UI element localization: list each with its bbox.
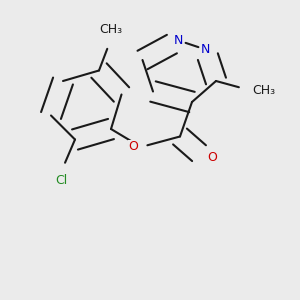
Text: CH₃: CH₃ xyxy=(252,83,275,97)
Text: Cl: Cl xyxy=(56,174,68,187)
Text: O: O xyxy=(128,140,138,154)
Text: N: N xyxy=(201,43,210,56)
Text: N: N xyxy=(174,34,183,47)
Text: O: O xyxy=(207,151,217,164)
Text: CH₃: CH₃ xyxy=(99,23,123,36)
